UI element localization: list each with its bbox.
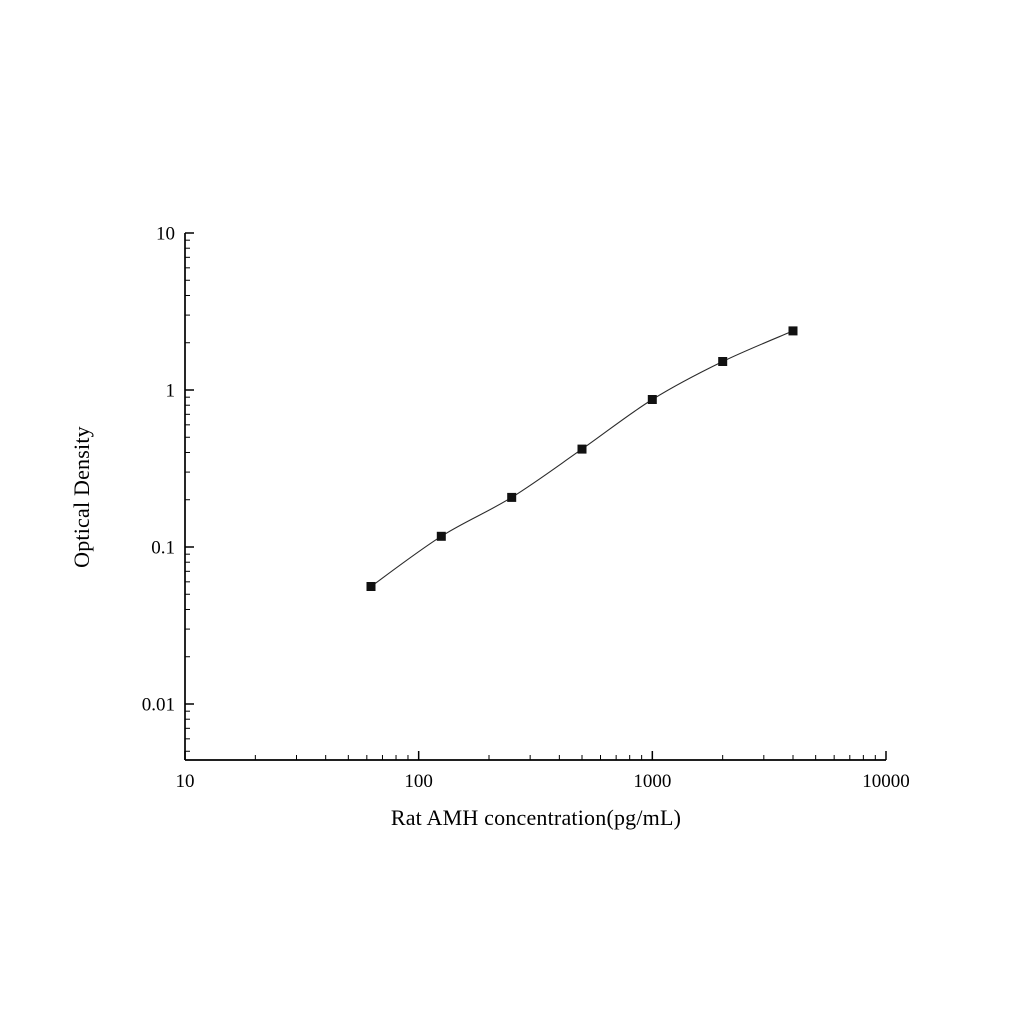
y-tick-label: 10: [156, 224, 175, 245]
data-point-marker: [366, 582, 376, 591]
y-axis-title: Optical Density: [69, 426, 94, 568]
data-point-marker: [436, 531, 446, 541]
data-point-marker: [788, 326, 798, 336]
standard-curve-line: [370, 330, 794, 587]
data-point-marker: [507, 492, 517, 502]
data-point-marker: [647, 395, 657, 404]
y-tick-label: 0.1: [151, 538, 175, 559]
y-tick-label: 1: [166, 381, 176, 402]
data-point-marker: [718, 357, 728, 366]
x-tick-label: 1000: [633, 771, 671, 792]
y-tick-label: 0.01: [142, 695, 175, 716]
x-tick-label: 10: [176, 771, 195, 792]
x-tick-label: 100: [404, 771, 433, 792]
x-tick-label: 10000: [862, 771, 910, 792]
data-point-marker: [577, 444, 587, 454]
x-axis-title: Rat AMH concentration(pg/mL): [390, 805, 682, 830]
